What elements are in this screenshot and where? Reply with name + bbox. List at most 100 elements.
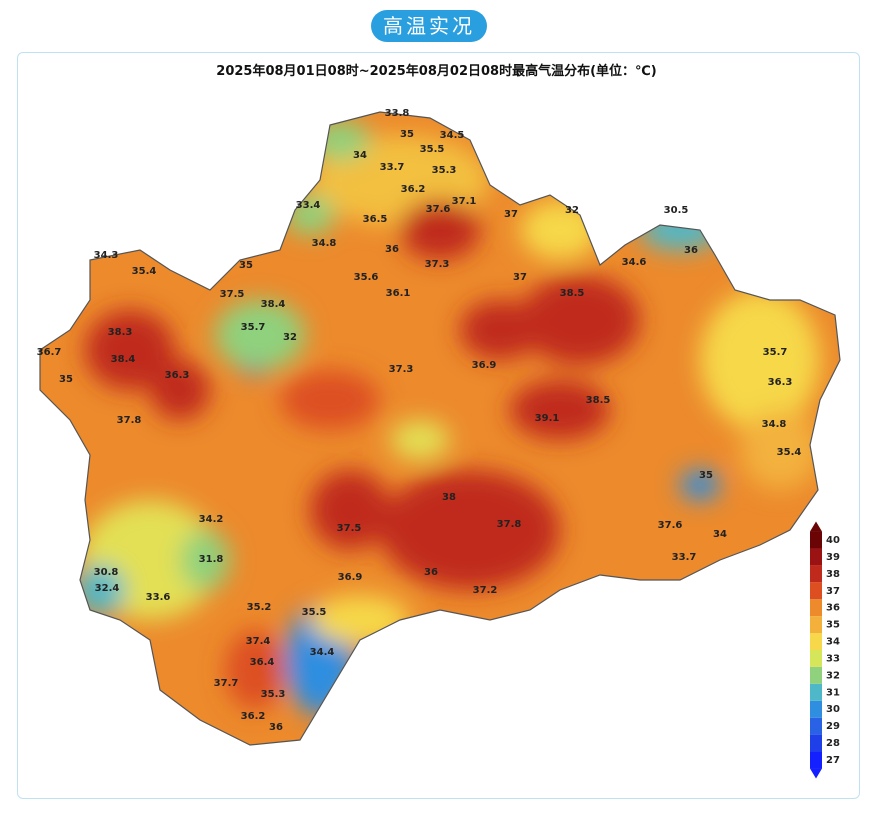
station-value: 36.9: [338, 572, 363, 583]
station-value: 34.4: [310, 647, 335, 658]
legend: 27 28 29 30 31 32 33 34 35 36 37 38 39 40: [810, 521, 840, 779]
station-value: 35.4: [777, 447, 802, 458]
station-value: 34.6: [622, 257, 647, 268]
station-value: 36.9: [472, 360, 497, 371]
legend-tick-label: 40: [826, 535, 840, 546]
station-value: 37.5: [220, 289, 245, 300]
station-value: 35.7: [763, 347, 788, 358]
station-value: 34.2: [199, 514, 224, 525]
station-value: 36.2: [401, 184, 426, 195]
legend-cap-bottom: [810, 768, 822, 779]
legend-tick-label: 30: [826, 704, 840, 715]
station-value: 33.8: [385, 108, 410, 119]
station-value: 37.4: [246, 636, 271, 647]
legend-swatch: [810, 683, 822, 701]
station-value: 31.8: [199, 554, 224, 565]
station-value: 34.5: [440, 130, 465, 141]
station-value: 36: [385, 244, 399, 255]
station-value: 34.3: [94, 250, 119, 261]
legend-swatch: [810, 582, 822, 600]
station-value: 36.3: [768, 377, 793, 388]
legend-tick-label: 29: [826, 721, 840, 732]
station-value: 36.7: [37, 347, 62, 358]
legend-swatch: [810, 734, 822, 752]
legend-tick-label: 28: [826, 738, 840, 749]
station-value: 34.8: [762, 419, 787, 430]
station-value: 32: [565, 205, 579, 216]
station-value: 37: [513, 272, 527, 283]
station-value: 37.8: [117, 415, 142, 426]
station-value: 37.7: [214, 678, 239, 689]
legend-swatch: [810, 717, 822, 735]
station-value: 36.3: [165, 370, 190, 381]
legend-tick-label: 34: [826, 637, 840, 648]
legend-tick-label: 38: [826, 569, 840, 580]
station-value: 34: [713, 529, 727, 540]
station-value: 32: [283, 332, 297, 343]
station-value: 33.7: [380, 162, 405, 173]
station-value: 35.5: [420, 144, 445, 155]
station-value: 33.7: [672, 552, 697, 563]
legend-swatch: [810, 565, 822, 583]
station-value: 36: [424, 567, 438, 578]
badge: 高温实况: [371, 10, 487, 42]
legend-tick-label: 39: [826, 552, 840, 563]
station-value: 38: [442, 492, 456, 503]
legend-tick-label: 35: [826, 620, 840, 631]
station-value: 37.8: [497, 519, 522, 530]
station-labels: 33.8 35 34.5 35.5 34 33.7 35.3 36.2 33.4 37.637.1…: [37, 108, 802, 733]
station-value: 35: [699, 470, 713, 481]
map-title: 2025年08月01日08时~2025年08月02日08时最高气温分布(单位：℃…: [216, 64, 657, 79]
station-value: 37: [504, 209, 518, 220]
station-value: 35.2: [247, 602, 272, 613]
station-value: 36: [684, 245, 698, 256]
station-value: 38.4: [111, 354, 136, 365]
station-value: 33.4: [296, 200, 321, 211]
station-value: 37.3: [425, 259, 450, 270]
station-value: 35.6: [354, 272, 379, 283]
station-value: 39.1: [535, 413, 560, 424]
legend-swatch: [810, 650, 822, 667]
station-value: 38.3: [108, 327, 133, 338]
station-value: 30.8: [94, 567, 119, 578]
legend-swatch: [810, 548, 822, 566]
station-value: 36.5: [363, 214, 388, 225]
station-value: 30.5: [664, 205, 689, 216]
legend-swatch: [810, 633, 822, 650]
legend-swatch: [810, 751, 822, 769]
station-value: 37.6: [426, 204, 451, 215]
station-value: 34: [353, 150, 367, 161]
legend-swatch: [810, 700, 822, 718]
station-value: 36: [269, 722, 283, 733]
station-value: 35: [400, 129, 414, 140]
station-value: 35: [239, 260, 253, 271]
station-value: 38.5: [586, 395, 611, 406]
station-value: 38.5: [560, 288, 585, 299]
station-value: 35.3: [432, 165, 457, 176]
station-value: 38.4: [261, 299, 286, 310]
station-value: 34.8: [312, 238, 337, 249]
station-value: 35.3: [261, 689, 286, 700]
legend-tick-label: 37: [826, 586, 840, 597]
station-value: 36.1: [386, 288, 411, 299]
station-value: 36.2: [241, 711, 266, 722]
station-value: 37.2: [473, 585, 498, 596]
legend-tick-label: 27: [826, 755, 840, 766]
legend-tick-label: 36: [826, 603, 840, 614]
legend-cap-top: [810, 521, 822, 532]
station-value: 35.4: [132, 266, 157, 277]
station-value: 35.7: [241, 322, 266, 333]
station-value: 33.6: [146, 592, 171, 603]
station-value: 37.1: [452, 196, 477, 207]
station-value: 35.5: [302, 607, 327, 618]
legend-swatch: [810, 666, 822, 684]
legend-swatch: [810, 616, 822, 634]
legend-tick-label: 33: [826, 653, 840, 664]
panel: [17, 52, 860, 799]
legend-swatch: [810, 599, 822, 617]
station-value: 32.4: [95, 583, 120, 594]
station-value: 37.5: [337, 523, 362, 534]
legend-tick-label: 32: [826, 670, 840, 681]
legend-swatch: [810, 531, 822, 549]
